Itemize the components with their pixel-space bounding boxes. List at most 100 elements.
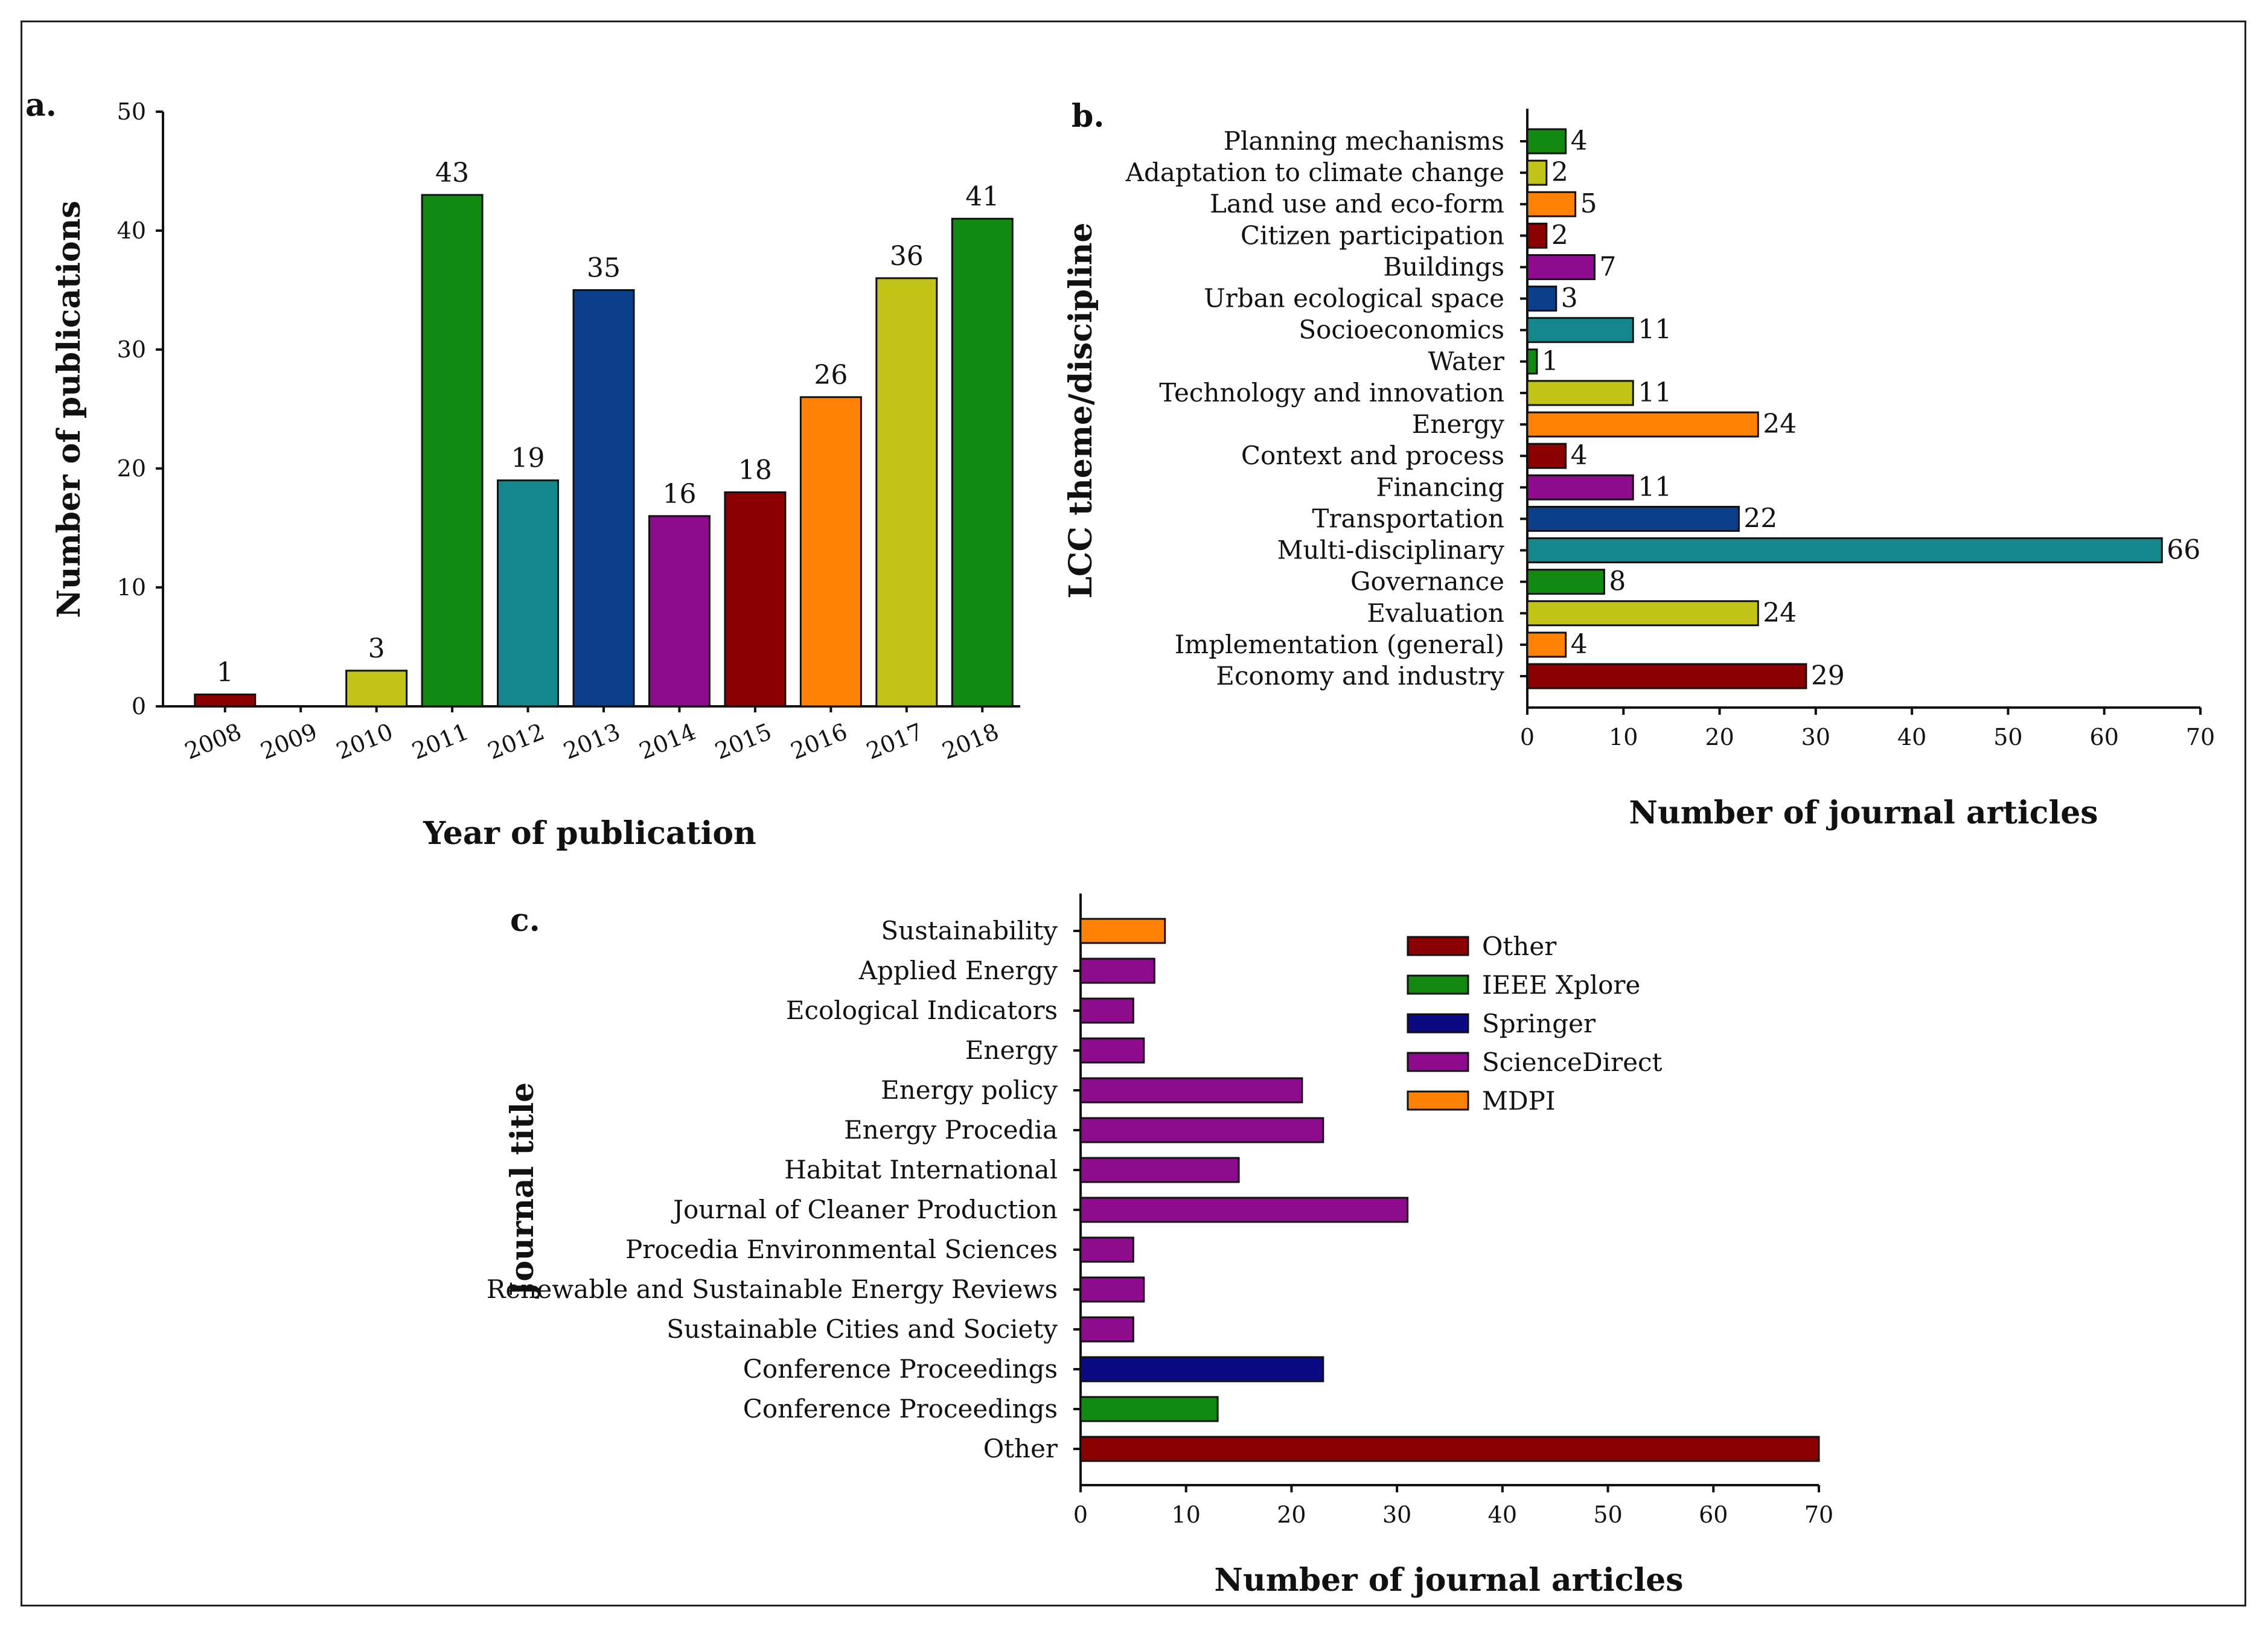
chart-a-data-label: 35 [587,253,621,284]
chart-b-bar [1526,631,1567,658]
chart-c-category-label: Energy Procedia [844,1115,1058,1145]
chart-c-category-label: Habitat International [784,1155,1058,1184]
chart-a-bar [951,217,1014,708]
chart-b-bar [1526,474,1634,500]
chart-b-category-label: Water [1428,347,1505,376]
chart-a-data-label: 16 [662,479,696,510]
chart-a-data-label: 19 [511,443,545,474]
chart-b-category-label: Technology and innovation [1159,378,1504,408]
chart-b-category-label: Multi-disciplinary [1277,535,1505,565]
chart-b-data-label: 2 [1551,157,1568,188]
chart-c-legend-swatch [1407,1052,1469,1072]
chart-c-category-label: Sustainable Cities and Society [666,1314,1058,1344]
chart-b-data-label: 29 [1811,660,1845,691]
chart-a-xtick-label: 2018 [938,718,1002,765]
chart-c-xtick-label: 30 [1382,1501,1411,1528]
chart-c: 0 10 20 30 40 50 60 70 Sustainability Applied Ene… [487,893,1833,1528]
chart-a-xtick-label: 2010 [333,718,397,765]
chart-b-xtick-label: 40 [1897,724,1926,750]
chart-b-data-label: 24 [1763,598,1797,628]
chart-b-data-label: 1 [1542,346,1559,377]
chart-c-bar [1079,1077,1303,1104]
panel-b-label: b. [1072,98,1104,135]
chart-a-ytick-label: 40 [117,217,146,244]
chart-a-data-label: 41 [965,181,999,212]
chart-c-category-label: Applied Energy [858,956,1058,985]
chart-a-ytick-label: 20 [117,455,146,482]
chart-b-data-label: 4 [1571,629,1588,660]
chart-a-data-label: 36 [890,241,924,272]
chart-a-data-label: 3 [368,633,385,664]
chart-a-ytick-label: 10 [117,574,146,601]
chart-c-category-label: Energy policy [881,1075,1058,1105]
panel-c-label: c. [510,902,540,939]
chart-a-data-label: 43 [435,158,469,188]
chart-c-legend-swatch [1407,974,1469,995]
chart-b-bar [1526,317,1634,344]
chart-c-ylabel: Journal title [504,1082,541,1299]
chart-b-xtick-label: 70 [2186,724,2215,750]
chart-c-bar [1079,997,1134,1024]
chart-c-bar [1079,1117,1324,1143]
chart-b-bar [1526,286,1557,312]
chart-c-legend-swatch [1407,1013,1469,1034]
chart-b-data-label: 4 [1571,126,1588,156]
chart-c-category-label: Conference Proceedings [743,1394,1058,1424]
chart-a-ytick-label: 0 [132,693,146,720]
chart-a-ytick-label: 50 [117,98,146,125]
chart-b-data-label: 5 [1580,188,1597,219]
chart-a-bar [572,289,635,708]
chart-c-legend-swatch [1407,936,1469,956]
chart-c-bar [1079,1316,1134,1343]
chart-b-category-label: Citizen participation [1241,220,1504,250]
chart-b-data-label: 11 [1638,315,1672,345]
chart-c-legend-label: Springer [1482,1009,1596,1038]
chart-a-bar [648,515,711,708]
chart-c-category-label: Sustainability [881,916,1058,945]
chart-c-legend-swatch [1407,1090,1469,1111]
chart-c-xtick-label: 10 [1172,1501,1201,1528]
chart-a-xtick-label: 2014 [636,718,700,765]
chart-b-bar [1526,443,1567,469]
chart-a-xtick-label: 2016 [787,718,851,765]
chart-b-bar [1526,380,1634,406]
chart-c-category-label: Renewable and Sustainable Energy Reviews [487,1274,1058,1304]
chart-b-category-label: Urban ecological space [1204,284,1504,313]
chart-b-data-label: 11 [1638,377,1672,408]
chart-c-xtick-label: 20 [1277,1501,1306,1528]
chart-c-legend-label: MDPI [1482,1086,1556,1116]
chart-a-bar [421,194,484,708]
chart-c-xtick-label: 0 [1073,1501,1088,1528]
chart-b-category-label: Implementation (general) [1175,630,1504,659]
chart-a-xtick-label: 2015 [711,718,775,765]
chart-c-bar [1079,1276,1145,1303]
chart-b-category-label: Economy and industry [1216,661,1504,691]
chart-c-category-label: Conference Proceedings [743,1354,1058,1384]
chart-c-legend: Other IEEE Xplore Springer ScienceDirect MDP… [1407,932,1663,1116]
chart-a-data-label: 1 [217,657,234,688]
figure-frame [21,21,2246,1606]
chart-b-category-label: Energy [1412,409,1505,439]
chart-b-category-label: Land use and eco-form [1210,189,1504,219]
chart-b-xtick-label: 10 [1609,724,1638,750]
chart-c-bar [1079,1157,1240,1183]
chart-b-bar [1526,128,1567,155]
chart-b-data-label: 22 [1743,503,1777,534]
chart-c-xtick-label: 50 [1593,1501,1622,1528]
chart-b-data-label: 24 [1763,409,1797,440]
chart-b-category-label: Financing [1376,472,1504,502]
chart-b-category-label: Context and process [1241,441,1504,470]
chart-a-bar [345,670,408,708]
chart-c-legend-label: ScienceDirect [1482,1047,1663,1077]
chart-a-data-label: 18 [738,455,772,485]
chart-b-category-label: Socioeconomics [1299,315,1504,345]
chart-b-bar [1526,537,2163,564]
chart-a-ytick-label: 30 [117,336,146,363]
chart-a-xtick-label: 2017 [863,718,927,765]
chart-b-bar [1526,348,1538,375]
chart-c-category-label: Energy [965,1035,1058,1065]
chart-c-bar [1079,1356,1324,1382]
chart-b-category-label: Evaluation [1367,598,1504,628]
chart-c-bar [1079,957,1155,984]
